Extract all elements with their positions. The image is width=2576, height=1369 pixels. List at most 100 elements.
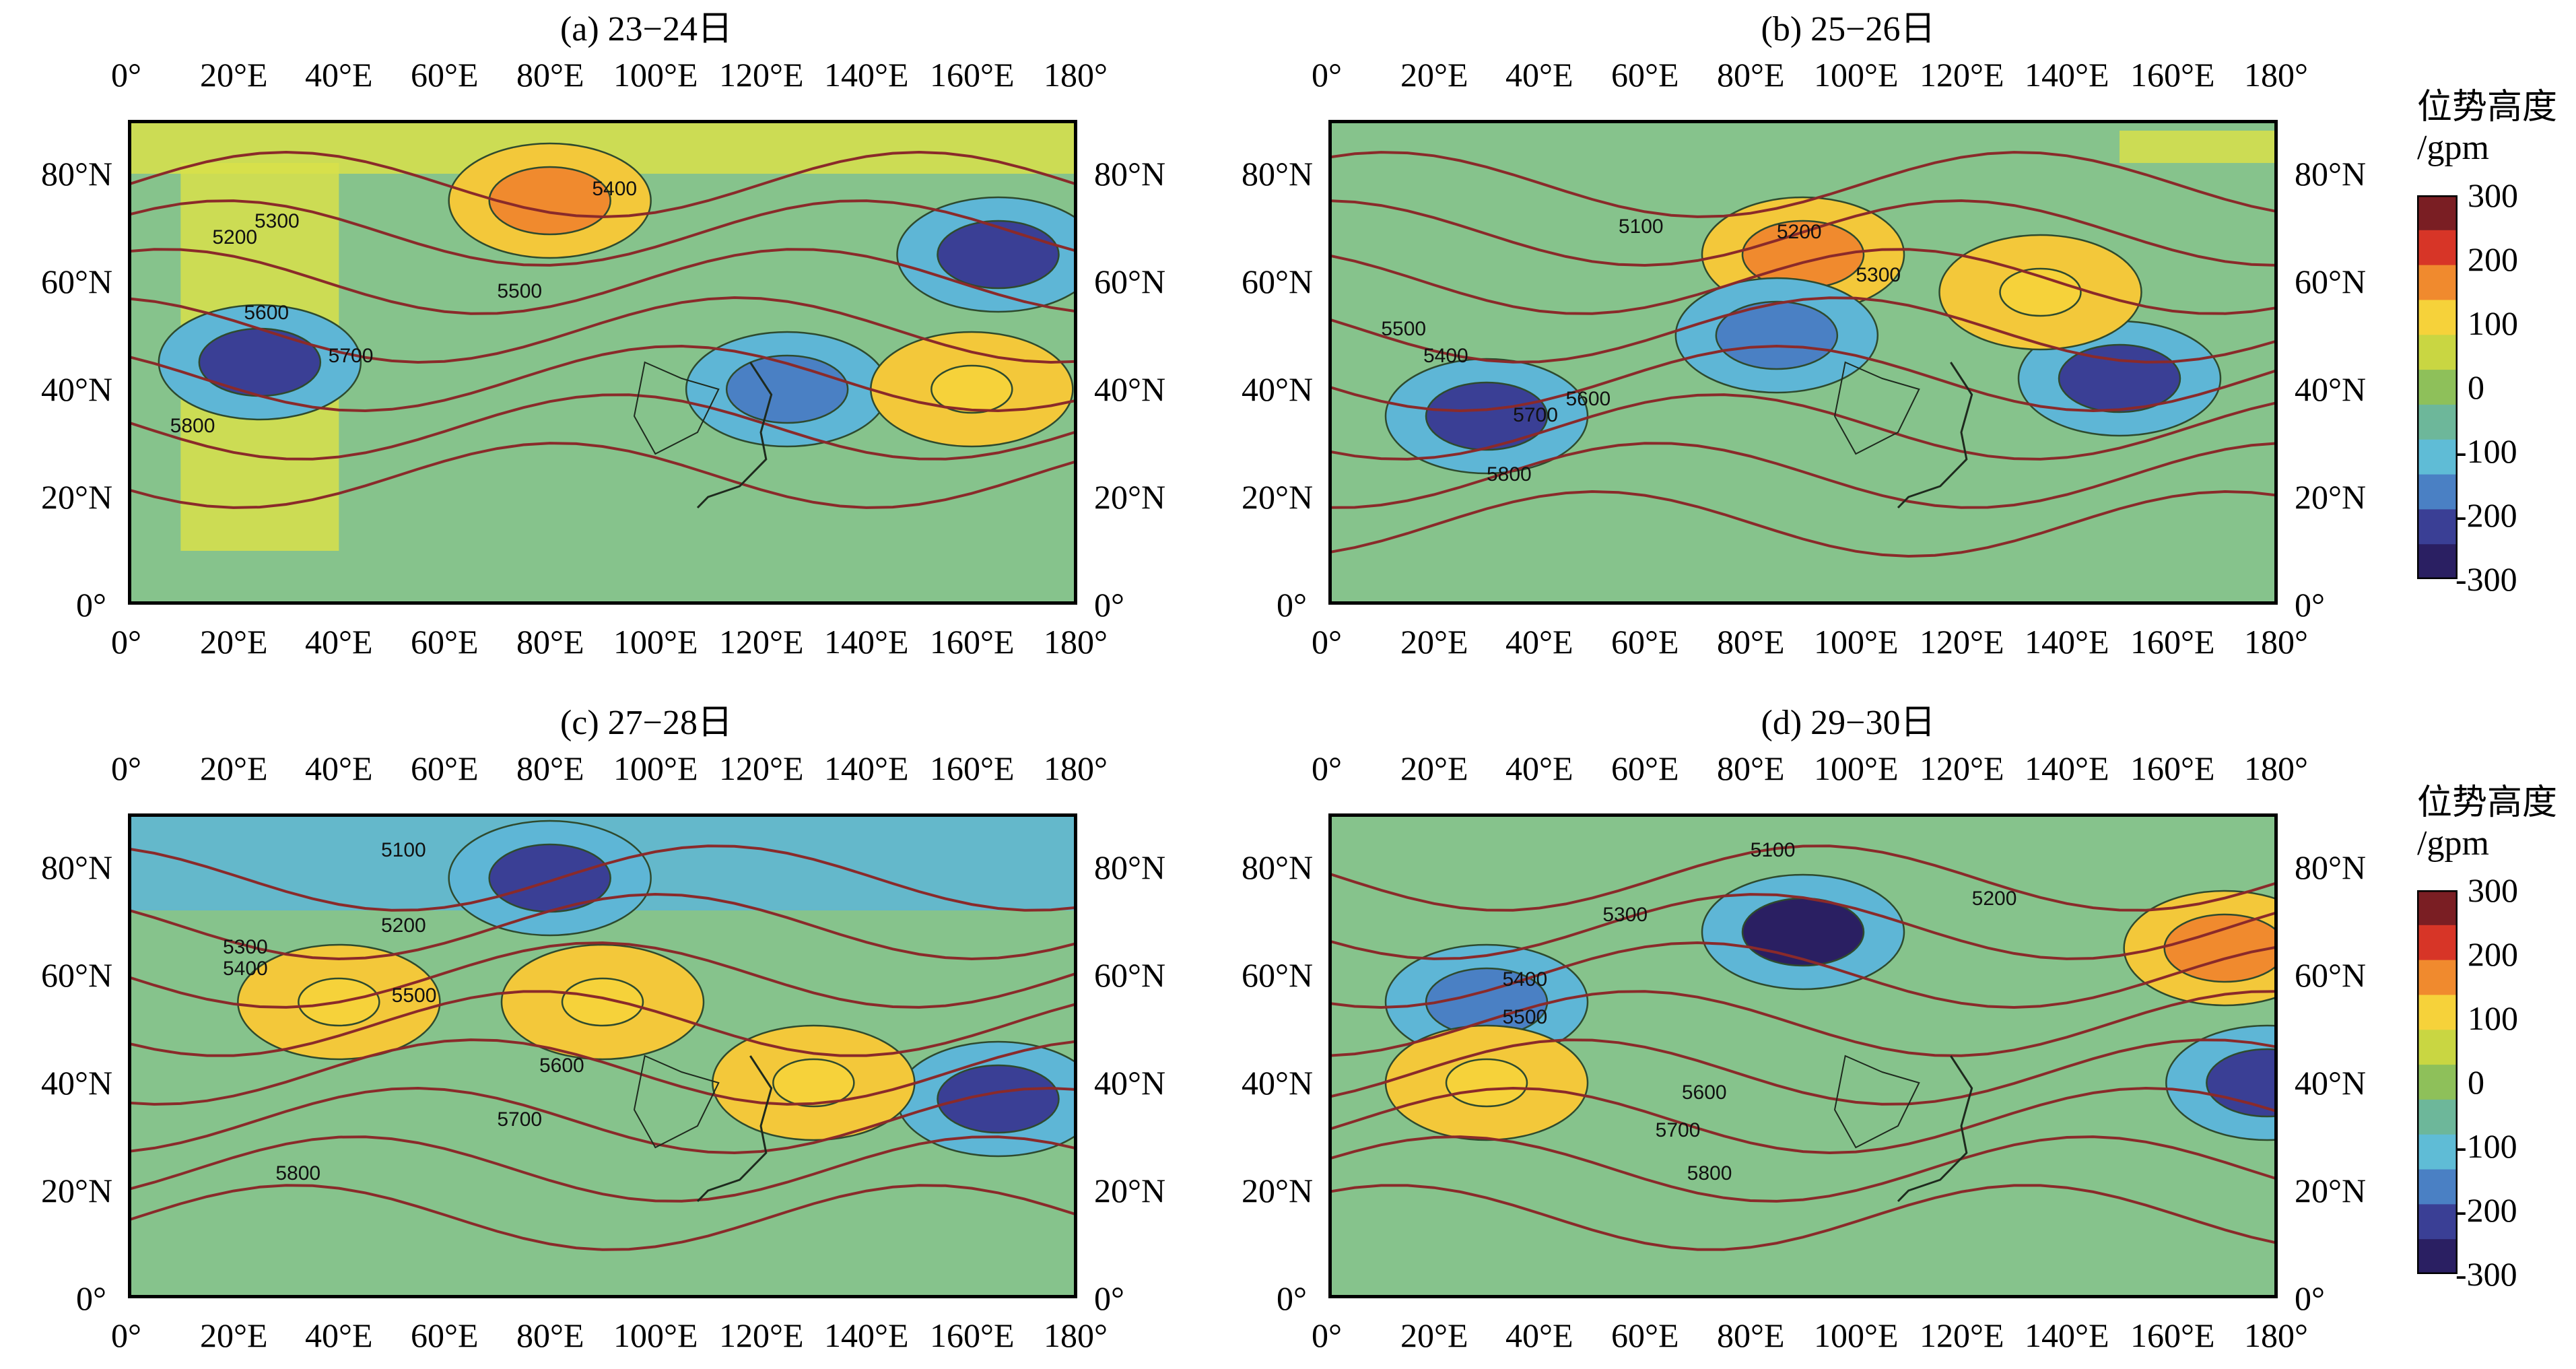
contour-line-5800 xyxy=(1328,490,2278,558)
panel-a-title: (a) 23−24日 xyxy=(560,10,733,48)
contour-line-5300 xyxy=(1328,941,2278,1009)
lat-tick-left: 20°N xyxy=(1242,478,1314,516)
colorbar-swatch xyxy=(2417,300,2458,336)
anomaly-center xyxy=(1701,873,1905,991)
colorbar-swatch xyxy=(2417,1134,2458,1170)
lon-tick-top: 0° xyxy=(111,56,141,94)
lon-tick-top: 40°E xyxy=(1505,749,1573,787)
map-frame xyxy=(1328,813,2278,1298)
lon-tick-bottom: 40°E xyxy=(305,623,373,661)
contour-label: 5200 xyxy=(381,914,426,937)
lon-tick-top: 0° xyxy=(1312,56,1342,94)
lon-tick-bottom: 60°E xyxy=(411,1316,479,1354)
contour-label: 5700 xyxy=(329,345,374,367)
contour-line-5200 xyxy=(1328,893,2278,960)
anomaly-center xyxy=(500,943,705,1061)
lat-tick-right: 60°N xyxy=(2295,263,2367,300)
lon-tick-top: 180° xyxy=(1044,749,1108,787)
china-border xyxy=(1833,1055,1920,1149)
lon-tick-bottom: 0° xyxy=(111,623,141,661)
contour-label: 5500 xyxy=(1381,318,1426,340)
colorbar-tick-label: 300 xyxy=(2468,871,2518,909)
lat-tick-right: 20°N xyxy=(2295,1172,2367,1209)
lon-tick-top: 40°E xyxy=(305,56,373,94)
contour-line-5600 xyxy=(128,344,1077,413)
lon-tick-bottom: 80°E xyxy=(516,623,584,661)
lon-tick-top: 80°E xyxy=(1717,56,1785,94)
contour-label: 5800 xyxy=(1687,1162,1732,1184)
lon-tick-top: 20°E xyxy=(1400,749,1468,787)
colorbar-swatch xyxy=(2417,1239,2458,1274)
contour-line-5400 xyxy=(128,990,1077,1057)
contour-line-5800 xyxy=(128,1184,1077,1251)
lon-tick-bottom: 160°E xyxy=(930,1316,1015,1354)
lat-tick-left: 40°N xyxy=(1242,1064,1314,1102)
panel-d-title: (d) 29−30日 xyxy=(1761,704,1936,742)
lon-tick-bottom: 40°E xyxy=(1505,1316,1573,1354)
contour-label: 5700 xyxy=(1513,404,1558,426)
china-border xyxy=(633,1055,720,1149)
lon-tick-bottom: 140°E xyxy=(824,623,909,661)
contour-label: 5200 xyxy=(212,226,257,248)
lon-tick-bottom: 0° xyxy=(1312,1316,1342,1354)
lon-tick-bottom: 100°E xyxy=(1814,623,1899,661)
lon-tick-top: 120°E xyxy=(1920,56,2004,94)
lon-tick-top: 120°E xyxy=(719,749,804,787)
contour-label: 5100 xyxy=(1619,215,1664,238)
anomaly-center xyxy=(1384,943,1589,1061)
colorbar-top xyxy=(2417,195,2458,579)
lon-tick-bottom: 80°E xyxy=(516,1316,584,1354)
contour-line-5100 xyxy=(1328,844,2278,912)
colorbar-tick-label: 200 xyxy=(2468,240,2518,278)
lon-tick-bottom: 120°E xyxy=(1920,623,2004,661)
colorbar-swatch xyxy=(2417,1065,2458,1100)
contour-label: 5500 xyxy=(497,280,542,302)
anomaly-center xyxy=(1938,234,2142,351)
contour-label: 5600 xyxy=(1682,1081,1727,1104)
colorbar-swatch xyxy=(2417,230,2458,266)
lon-tick-top: 120°E xyxy=(719,56,804,94)
contour-label: 5300 xyxy=(223,936,268,958)
lon-tick-bottom: 100°E xyxy=(613,623,698,661)
lat-tick-left: 20°N xyxy=(1242,1172,1314,1209)
lon-tick-top: 0° xyxy=(1312,749,1342,787)
colorbar-swatch xyxy=(2417,1204,2458,1240)
lon-tick-top: 140°E xyxy=(2025,56,2109,94)
contour-line-5500 xyxy=(1328,1038,2278,1106)
lon-tick-bottom: 160°E xyxy=(930,623,1015,661)
lon-tick-top: 100°E xyxy=(1814,749,1899,787)
contour-line-5200 xyxy=(128,150,1077,219)
anomaly-center xyxy=(2165,1024,2278,1141)
lon-tick-top: 0° xyxy=(111,749,141,787)
coastline xyxy=(696,1055,773,1203)
lon-tick-top: 180° xyxy=(2244,56,2308,94)
lat-tick-right: 80°N xyxy=(2295,848,2367,886)
lon-tick-top: 60°E xyxy=(411,56,479,94)
contour-line-5800 xyxy=(128,442,1077,509)
lat-tick-right: 40°N xyxy=(2295,1064,2367,1102)
contour-line-5700 xyxy=(1328,442,2278,509)
lat-tick-right: 40°N xyxy=(1094,1064,1166,1102)
lat-tick-left: 60°N xyxy=(1242,956,1314,994)
lon-tick-top: 60°E xyxy=(1611,749,1679,787)
lat-tick-left: 20°N xyxy=(41,478,113,516)
lat-tick-right: 20°N xyxy=(1094,1172,1166,1209)
lon-tick-top: 100°E xyxy=(613,56,698,94)
lon-tick-bottom: 180° xyxy=(1044,1316,1108,1354)
lon-tick-top: 140°E xyxy=(824,749,909,787)
lat-tick-right: 40°N xyxy=(2295,370,2367,408)
contour-line-5600 xyxy=(1328,393,2278,461)
lon-tick-top: 80°E xyxy=(1717,749,1785,787)
contour-line-5600 xyxy=(128,1086,1077,1155)
contour-line-5400 xyxy=(128,248,1077,315)
lon-tick-top: 60°E xyxy=(411,749,479,787)
coastline xyxy=(1897,1055,1973,1203)
contour-label: 5600 xyxy=(539,1055,584,1077)
contour-label: 5500 xyxy=(1503,1006,1548,1028)
lon-tick-top: 20°E xyxy=(1400,56,1468,94)
colorbar-frame xyxy=(2417,890,2458,1274)
contour-label: 5200 xyxy=(1777,221,1822,243)
lon-tick-bottom: 60°E xyxy=(1611,1316,1679,1354)
contour-label: 5400 xyxy=(1423,345,1468,367)
lon-tick-top: 160°E xyxy=(930,56,1015,94)
